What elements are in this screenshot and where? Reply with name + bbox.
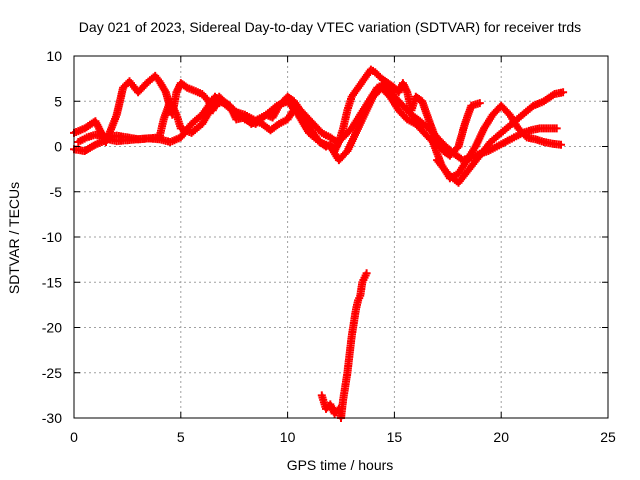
x-tick-label: 5: [177, 429, 185, 445]
data-point: [557, 140, 565, 149]
chart-title: Day 021 of 2023, Sidereal Day-to-day VTE…: [79, 19, 581, 35]
x-axis-label: GPS time / hours: [287, 457, 394, 473]
y-tick-label: 5: [54, 93, 62, 109]
data-point: [552, 124, 561, 133]
y-tick-label: -20: [42, 320, 62, 336]
axes: 0 5 10 15 20 25 10 5 0 -5 -10 -15 -20 -25 -30: [42, 48, 616, 445]
y-tick-label: 0: [54, 139, 62, 155]
x-tick-label: 25: [600, 429, 616, 445]
data-point: [559, 88, 568, 97]
x-tick-label: 20: [493, 429, 509, 445]
x-tick-label: 15: [387, 429, 403, 445]
series-track-e: [317, 269, 371, 422]
y-tick-label: -10: [42, 229, 62, 245]
x-tick-label: 0: [70, 429, 78, 445]
y-tick-label: 10: [46, 48, 62, 64]
y-axis-label: SDTVAR / TECUs: [6, 182, 22, 294]
data-point: [362, 269, 371, 278]
series-layer: [70, 65, 568, 422]
x-tick-label: 10: [280, 429, 296, 445]
y-tick-label: -30: [42, 410, 62, 426]
y-tick-label: -25: [42, 365, 62, 381]
series-track-d: [433, 88, 568, 187]
data-point: [475, 99, 484, 108]
y-tick-label: -15: [42, 274, 62, 290]
y-tick-label: -5: [50, 184, 63, 200]
plot-frame: [73, 55, 609, 419]
